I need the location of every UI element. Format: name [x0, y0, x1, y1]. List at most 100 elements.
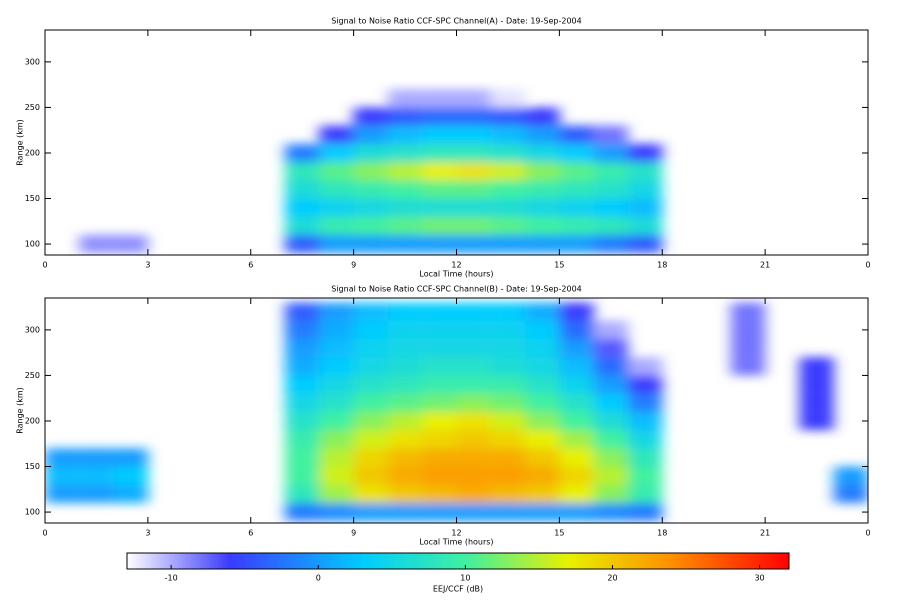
- heatmap-cell: [559, 320, 594, 339]
- heatmap-cell: [525, 502, 560, 522]
- colorbar-strip: [221, 553, 224, 569]
- colorbar-strip: [485, 553, 488, 569]
- colorbar-strip: [383, 553, 386, 569]
- colorbar-strip: [639, 553, 642, 569]
- colorbar-strip: [641, 553, 644, 569]
- colorbar-strip: [441, 553, 444, 569]
- colorbar-strip: [317, 553, 320, 569]
- heatmap-cell: [490, 338, 526, 358]
- heatmap-cell: [593, 143, 628, 163]
- heatmap-cell: [559, 466, 594, 485]
- colorbar-strip: [279, 553, 282, 569]
- colorbar-strip: [535, 553, 538, 569]
- heatmap-cell: [490, 430, 526, 449]
- colorbar-strip: [163, 553, 166, 569]
- heatmap-cell: [456, 393, 491, 412]
- y-tick-label: 150: [25, 194, 40, 203]
- colorbar-strip: [371, 553, 374, 569]
- heatmap-cell: [285, 502, 320, 522]
- heatmap-cell: [422, 448, 457, 467]
- heatmap-cell: [456, 375, 491, 394]
- heatmap-cell: [387, 484, 423, 503]
- colorbar-strip: [469, 553, 472, 569]
- heatmap-cell: [627, 234, 663, 254]
- colorbar-strip: [195, 553, 198, 569]
- y-tick-label: 100: [25, 240, 40, 249]
- heatmap-cell: [387, 125, 423, 144]
- x-tick-label: 12: [451, 261, 461, 270]
- colorbar-strip: [311, 553, 314, 569]
- x-tick-label: 18: [657, 529, 667, 538]
- colorbar-strip: [377, 553, 380, 569]
- colorbar-strip: [519, 553, 522, 569]
- heatmap-cell: [525, 411, 560, 431]
- colorbar-strip: [227, 553, 230, 569]
- colorbar-strip: [225, 553, 228, 569]
- heatmap-cell: [319, 216, 354, 235]
- colorbar-strip: [777, 553, 780, 569]
- heatmap-cell: [456, 448, 491, 467]
- heatmap-cell: [456, 234, 491, 254]
- colorbar-strip: [431, 553, 434, 569]
- heatmap-cell: [627, 162, 663, 181]
- heatmap-cell: [387, 302, 423, 321]
- colorbar-strip: [325, 553, 328, 569]
- colorbar-strip: [401, 553, 404, 569]
- heatmap-cell: [559, 448, 594, 467]
- heatmap-cell: [319, 430, 354, 449]
- colorbar-strip: [587, 553, 590, 569]
- heatmap-cell: [525, 466, 560, 485]
- colorbar-strip: [761, 553, 764, 569]
- colorbar-strip: [757, 553, 760, 569]
- colorbar-strip: [307, 553, 310, 569]
- colorbar-strip: [267, 553, 270, 569]
- heatmap-cell: [319, 411, 354, 431]
- colorbar-strip: [743, 553, 746, 569]
- colorbar-strip: [171, 553, 174, 569]
- colorbar-strip: [153, 553, 156, 569]
- heatmap-cell: [387, 107, 423, 126]
- colorbar-strip: [175, 553, 178, 569]
- colorbar-strip: [249, 553, 252, 569]
- colorbar-strip: [461, 553, 464, 569]
- colorbar-strip: [137, 553, 140, 569]
- colorbar-strip: [379, 553, 382, 569]
- colorbar-strip: [491, 553, 494, 569]
- heatmap-cell: [353, 216, 388, 235]
- heatmap-cell: [730, 338, 766, 358]
- heatmap-cell: [593, 162, 628, 181]
- colorbar-strip: [737, 553, 740, 569]
- colorbar-strip: [269, 553, 272, 569]
- heatmap-cell: [627, 466, 663, 485]
- colorbar-strip: [663, 553, 666, 569]
- heatmap-cell: [319, 125, 354, 144]
- colorbar-strip: [127, 553, 130, 569]
- x-tick-label: 0: [865, 261, 870, 270]
- heatmap-cells: [79, 89, 663, 254]
- heatmap-cell: [456, 357, 491, 376]
- colorbar-strip: [353, 553, 356, 569]
- colorbar-strip: [679, 553, 682, 569]
- heatmap-cell: [456, 502, 491, 522]
- colorbar-strip: [421, 553, 424, 569]
- heatmap-cell: [456, 484, 491, 503]
- colorbar-strip: [177, 553, 180, 569]
- colorbar-strip: [643, 553, 646, 569]
- colorbar-strip: [655, 553, 658, 569]
- colorbar-strip: [779, 553, 782, 569]
- colorbar-strip: [331, 553, 334, 569]
- colorbar-strip: [359, 553, 362, 569]
- colorbar-strip: [349, 553, 352, 569]
- heatmap-cell: [559, 430, 594, 449]
- colorbar-strip: [615, 553, 618, 569]
- colorbar-strip: [411, 553, 414, 569]
- heatmap-cell: [422, 375, 457, 394]
- heatmap-cell: [387, 466, 423, 485]
- colorbar-strip: [497, 553, 500, 569]
- colorbar-strip: [181, 553, 184, 569]
- heatmap-cell: [490, 198, 526, 217]
- colorbar-strip: [571, 553, 574, 569]
- heatmap-cell: [79, 484, 114, 503]
- colorbar-strip: [525, 553, 528, 569]
- colorbar-strip: [473, 553, 476, 569]
